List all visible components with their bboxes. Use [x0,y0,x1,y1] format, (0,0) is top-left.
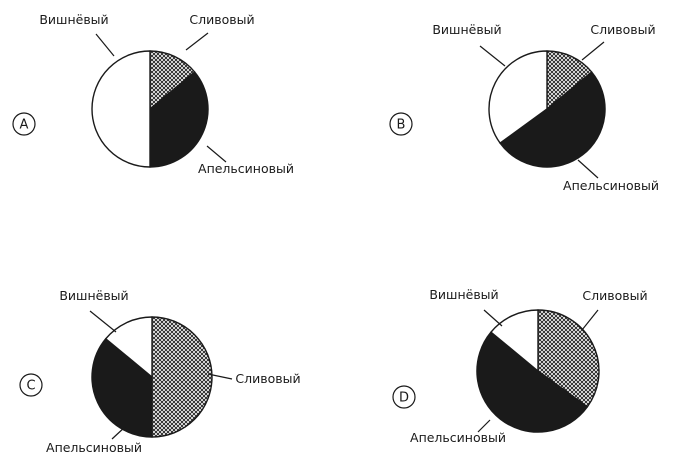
slice-label: Апельсиновый [46,440,142,455]
option-badge [12,112,36,136]
pie-slice [499,71,606,168]
slice-label: Апельсиновый [410,430,506,445]
option-badge [392,385,416,409]
slice-label: Вишнёвый [432,22,501,37]
leader-line [111,425,127,440]
slice-label: Вишнёвый [39,12,108,27]
leader-line [581,309,599,331]
leader-line [483,309,503,327]
pie-slice [537,309,600,408]
pie-slice [91,338,153,438]
option-letter: B [397,118,406,133]
pie-slice [490,309,539,372]
slice-label: Сливовый [590,22,655,37]
pie-slice [151,316,213,438]
slice-label: Сливовый [235,371,300,386]
slice-label: Сливовый [189,12,254,27]
slice-label: Вишнёвый [429,287,498,302]
leader-line [95,33,115,57]
pie-slice [546,50,593,110]
slice-label: Вишнёвый [59,288,128,303]
leader-line [89,310,117,333]
option-badge [389,112,413,136]
leader-line [185,32,209,51]
slice-label: Сливовый [582,288,647,303]
pie-slice [476,331,589,433]
option-badge [19,373,43,397]
option-letter: D [399,391,409,406]
leader-line [479,45,506,67]
slice-label: Апельсиновый [198,161,294,176]
leader-line [581,41,605,61]
leader-line [477,419,491,433]
leader-line [577,159,599,179]
leader-line [206,145,227,163]
pie-slice [105,316,153,378]
pie-slice [91,50,151,168]
pie-slice [149,71,209,168]
pie-slice [149,50,196,110]
option-letter: C [26,379,35,394]
slice-label: Апельсиновый [563,178,659,193]
pie-slice [488,50,548,144]
option-letter: A [20,118,29,133]
leader-line [207,373,233,380]
